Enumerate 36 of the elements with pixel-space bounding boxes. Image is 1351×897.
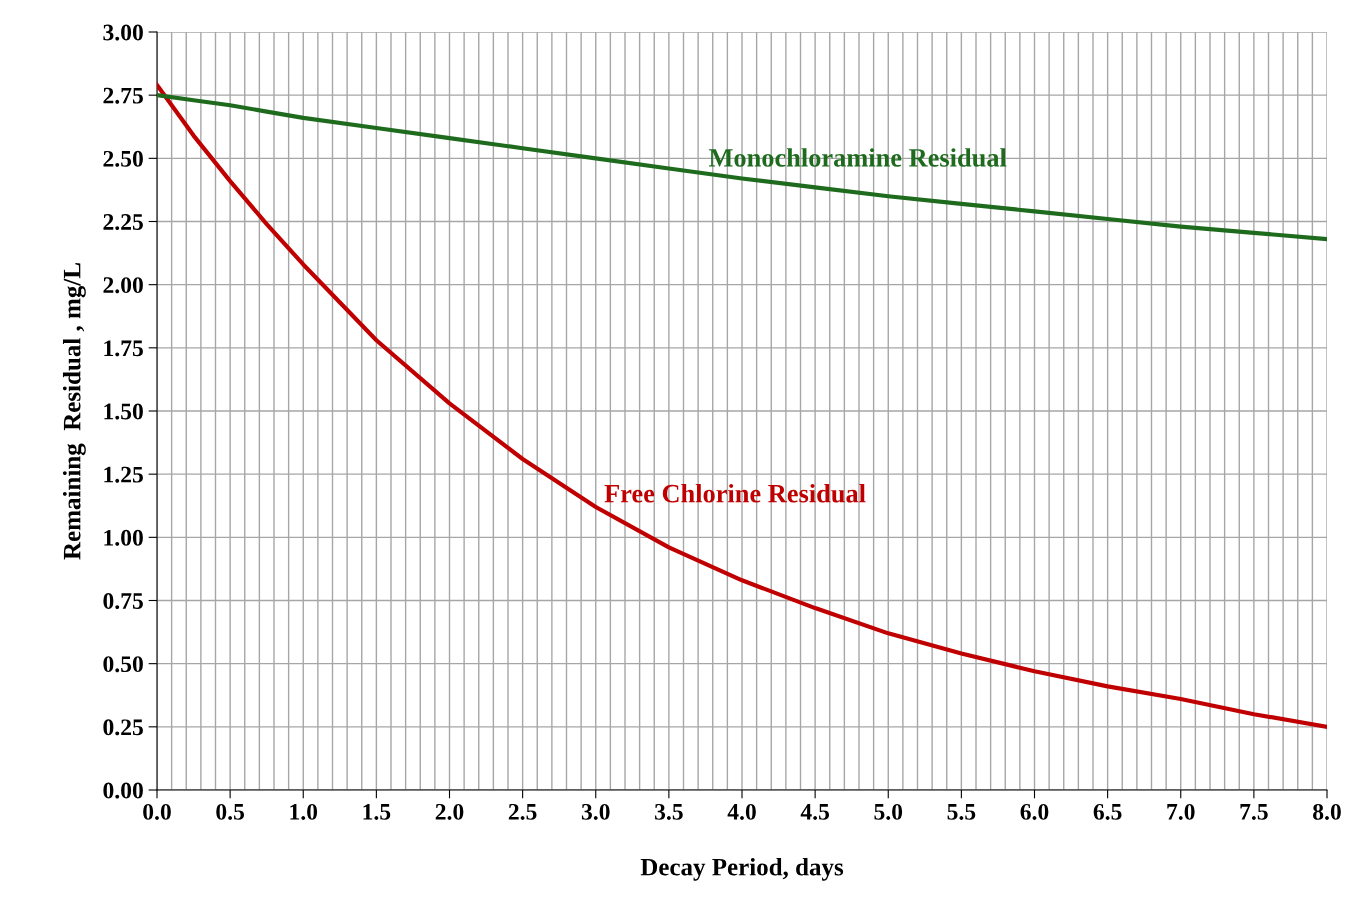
y-tick-label: 0.00 — [103, 782, 143, 799]
x-tick-label: 7.0 — [1167, 803, 1195, 820]
series-label: Free Chlorine Residual — [604, 483, 866, 503]
y-axis-title: Remaining Residual , mg/L — [62, 263, 86, 560]
x-tick-label: 5.0 — [874, 803, 903, 820]
y-tick-label: 0.50 — [103, 656, 143, 673]
x-tick-label: 1.0 — [290, 803, 318, 820]
x-tick-label: 4.5 — [800, 804, 830, 820]
x-tick-label: 3.0 — [581, 803, 610, 820]
y-tick-label: 3.00 — [103, 24, 143, 41]
x-tick-label: 6.0 — [1020, 803, 1049, 820]
series-label: Monochloramine Residual — [708, 148, 1007, 167]
x-tick-label: 0.0 — [143, 803, 171, 820]
y-tick-label: 2.00 — [103, 277, 143, 294]
x-tick-label: 4.0 — [727, 803, 756, 820]
x-tick-label: 8.0 — [1313, 803, 1341, 820]
y-tick-label: 1.50 — [104, 403, 143, 420]
y-tick-label: 1.25 — [104, 466, 143, 483]
x-axis-title: Decay Period, days — [640, 857, 844, 881]
x-tick-label: 6.5 — [1093, 803, 1122, 820]
line-series — [157, 82, 1327, 729]
x-tick-label: 2.5 — [508, 803, 537, 820]
y-tick-label: 2.50 — [103, 150, 143, 167]
y-tick-label: 1.75 — [104, 340, 143, 357]
x-tick-label: 3.5 — [655, 803, 683, 820]
y-tick-label: 1.00 — [104, 529, 143, 546]
x-tick-label: 1.5 — [363, 803, 391, 820]
y-tick-label: 0.75 — [103, 592, 143, 610]
x-tick-label: 2.0 — [435, 803, 464, 820]
y-tick-label: 0.25 — [103, 719, 143, 736]
y-tick-label: 2.25 — [103, 214, 143, 231]
x-tick-label: 5.5 — [947, 804, 976, 820]
x-tick-label: 7.5 — [1240, 804, 1268, 820]
line-series — [157, 93, 1327, 242]
y-tick-label: 2.75 — [103, 87, 143, 104]
x-tick-label: 0.5 — [216, 803, 245, 820]
